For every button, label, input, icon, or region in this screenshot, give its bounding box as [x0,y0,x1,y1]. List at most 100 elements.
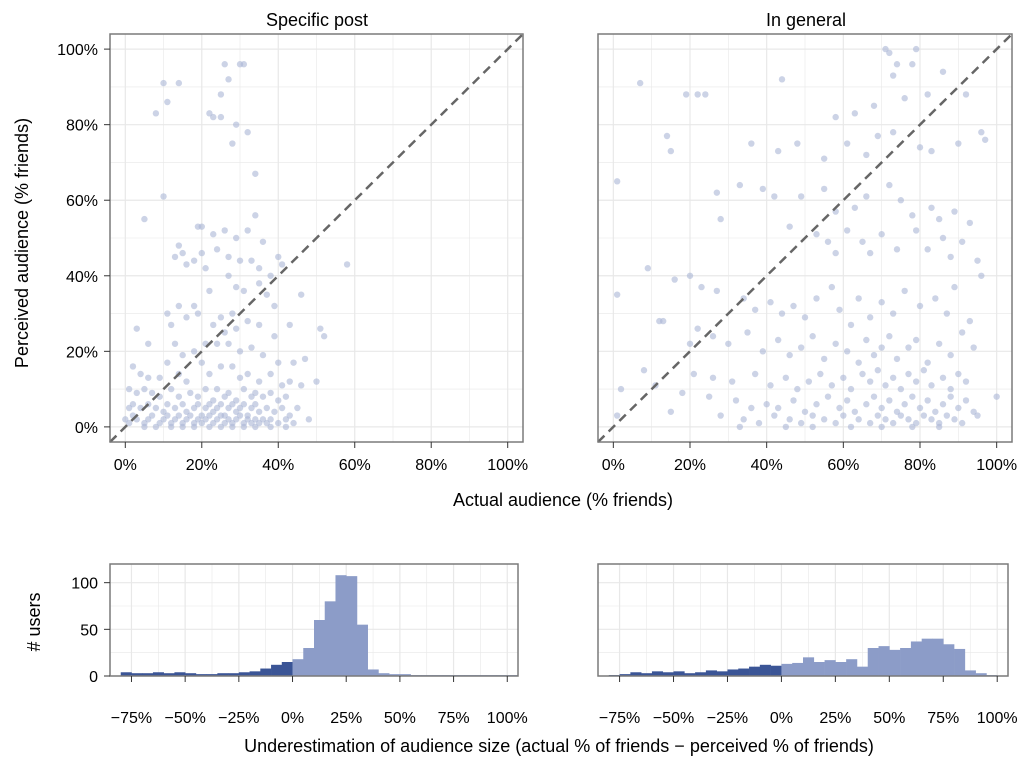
data-point [202,385,209,393]
data-point [217,363,225,370]
data-point [978,129,985,136]
histogram-bar [303,648,315,676]
data-point [909,393,916,400]
data-point [955,140,962,147]
data-point [797,344,805,351]
data-point [832,113,839,121]
data-point [667,408,675,415]
data-point [164,359,171,366]
data-point [897,197,905,204]
data-point [225,272,232,279]
data-point [928,416,935,423]
data-point [278,404,286,412]
histogram-bar [921,638,933,676]
data-point [740,416,747,423]
data-point [912,227,920,234]
data-point [847,321,855,329]
data-point [259,351,267,359]
data-point [951,283,958,291]
x-tick-label: −75% [599,710,640,727]
data-point [774,336,782,344]
data-point [236,348,244,355]
data-point [924,246,931,253]
data-point [125,419,133,427]
histogram-bar [738,668,750,676]
hist-x-axis-label: Underestimation of audience size (actual… [244,736,874,756]
data-point [133,325,140,332]
data-point [924,91,931,98]
data-point [217,423,225,431]
y-tick-label: 60% [66,193,98,210]
data-point [271,302,278,310]
data-point [244,129,251,136]
data-point [167,423,175,431]
data-point [801,408,809,415]
histogram-bar [792,662,804,676]
data-point [263,291,270,298]
data-point [878,344,885,351]
histogram-bar [630,672,642,676]
data-point [282,416,290,423]
data-point [889,129,897,136]
data-point [878,404,885,412]
data-point [939,68,947,75]
data-point [935,423,943,431]
data-point [774,147,782,155]
data-point [870,102,878,109]
histogram-bar [619,674,631,676]
data-point [820,355,828,363]
panel-frame [109,33,524,443]
data-point [255,265,263,272]
y-tick-label: 50 [80,622,98,639]
data-point [694,91,701,98]
x-tick-label: 20% [674,457,706,474]
data-point [179,249,186,257]
y-tick-label: 100 [71,576,98,593]
data-point [901,401,908,408]
data-point [832,340,839,347]
data-point [267,423,274,431]
data-point [171,340,179,347]
data-point [882,382,889,389]
data-point [935,340,943,347]
data-point [955,370,962,378]
data-point [897,385,905,393]
data-point [179,423,186,431]
data-point [920,367,928,374]
data-point [198,223,205,230]
histogram-bar [238,672,250,676]
data-point [909,423,916,431]
data-point [939,374,947,381]
data-point [225,76,232,83]
data-point [909,61,916,68]
data-point [320,333,328,340]
data-point [840,374,847,381]
data-point [263,404,270,412]
histogram-bar [131,673,143,676]
histogram-bar [954,648,966,676]
panel-frame [109,563,519,677]
data-point [928,147,935,155]
data-point [686,340,694,347]
data-point [171,404,179,412]
x-tick-label: −50% [164,710,205,727]
data-point [198,359,205,366]
data-point [859,370,866,378]
data-point [298,291,305,298]
y-tick-label: 80% [66,118,98,135]
data-point [217,401,225,408]
data-point [893,61,901,68]
data-point [248,257,255,264]
data-point [148,389,156,397]
data-point [152,423,160,431]
data-point [889,310,897,317]
x-tick-label: 25% [330,710,362,727]
data-point [202,265,209,272]
x-tick-label: 100% [487,710,528,727]
histogram-bar [662,672,674,676]
data-point [813,401,820,408]
data-point [947,253,954,261]
scatter-panel-in-general: 0% 20% 40% 60% 80% 100% [597,33,1017,474]
data-point [951,208,958,215]
data-point [893,355,901,363]
